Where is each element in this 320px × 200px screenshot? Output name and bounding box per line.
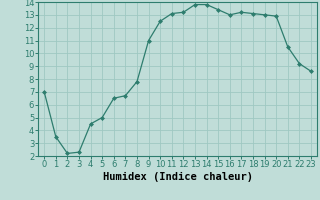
X-axis label: Humidex (Indice chaleur): Humidex (Indice chaleur) bbox=[103, 172, 252, 182]
